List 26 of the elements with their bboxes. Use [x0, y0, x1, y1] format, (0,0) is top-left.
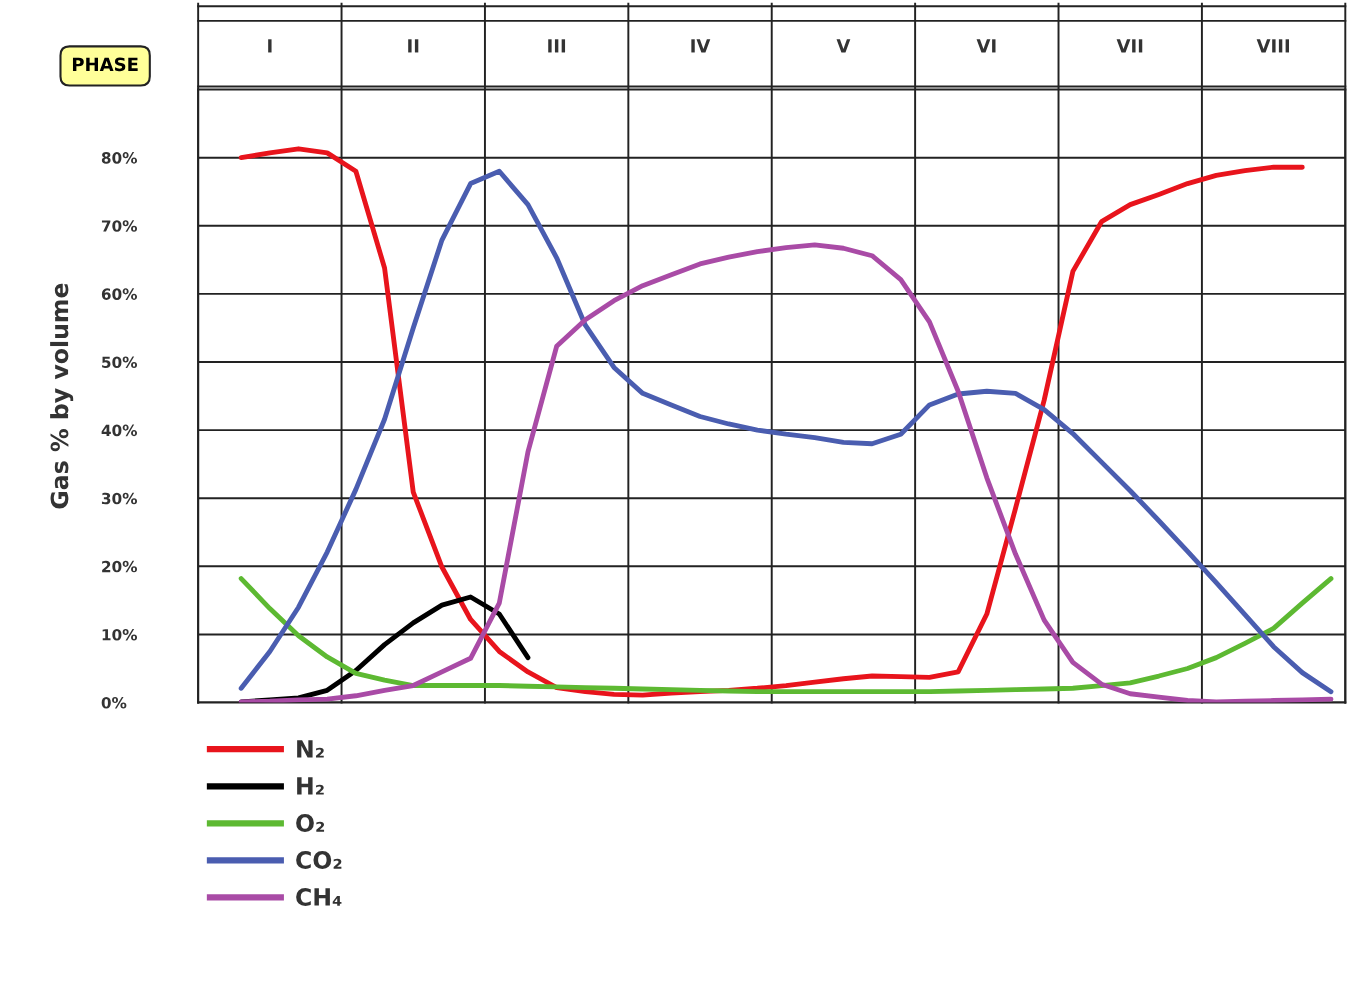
y-axis-title: Gas % by volume — [50, 283, 74, 509]
x-tick-label: III — [548, 39, 566, 53]
y-tick-label: 60% — [101, 288, 138, 300]
text: PHASE — [72, 57, 138, 72]
x-tick-label: II — [408, 39, 419, 53]
y-tick-label: 70% — [101, 220, 138, 232]
y-tick-label: 40% — [101, 424, 138, 437]
y-tick-label: 50% — [102, 356, 138, 369]
legend-label: CH₄ — [296, 888, 342, 906]
x-tick-label: VII — [1116, 39, 1143, 53]
legend-label: CO₂ — [296, 851, 342, 869]
x-tick-label: VI — [976, 39, 996, 53]
y-tick-label: 80% — [101, 152, 138, 164]
legend-label: H₂ — [297, 777, 324, 795]
x-tick-label: IV — [691, 39, 711, 53]
y-tick-label: 30% — [101, 492, 138, 505]
line-series — [238, 576, 1334, 695]
y-tick-label: 10% — [102, 628, 138, 641]
x-tick-label: I — [268, 39, 272, 53]
x-tick-label: VIII — [1256, 39, 1290, 53]
y-tick-label: 20% — [102, 560, 138, 573]
legend-label: O₂ — [296, 814, 325, 832]
x-tick-label: V — [836, 39, 851, 53]
y-tick-label: 0% — [101, 697, 127, 709]
line-series — [238, 242, 1334, 703]
legend-label: N₂ — [297, 740, 324, 758]
